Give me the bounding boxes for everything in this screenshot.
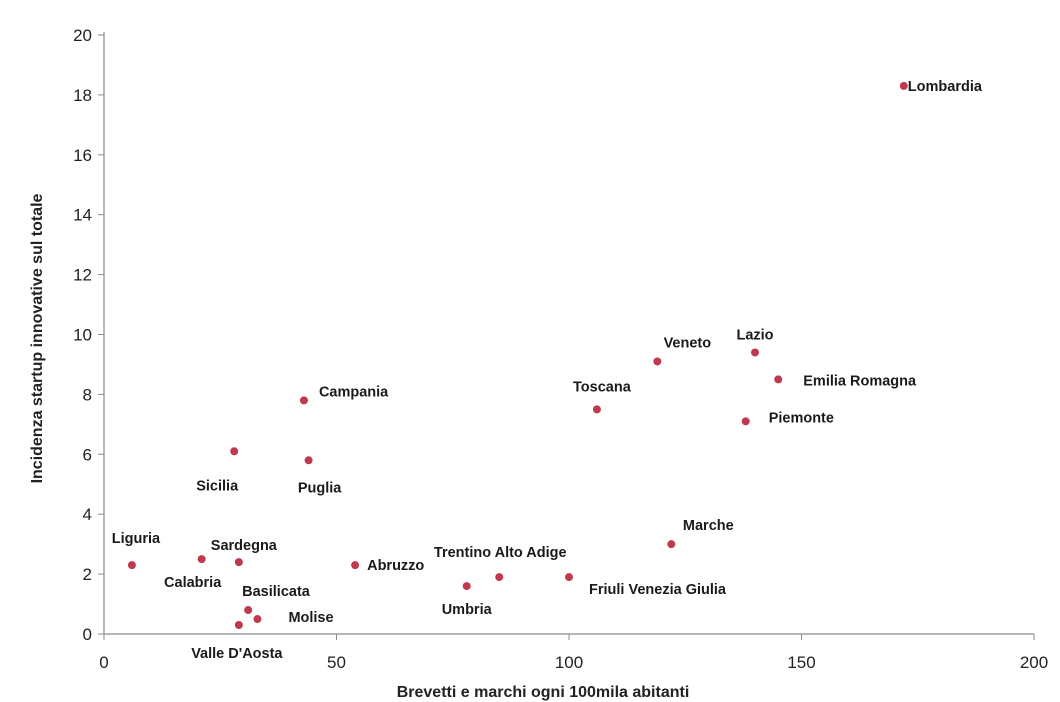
y-tick-label: 14 [73, 206, 92, 225]
point-label: Veneto [664, 335, 712, 351]
point-label: Liguria [112, 531, 161, 547]
point-label: Campania [319, 384, 389, 400]
point-label: Basilicata [242, 584, 311, 600]
point-label: Abruzzo [367, 558, 424, 574]
y-tick-label: 10 [73, 326, 92, 345]
data-point [234, 621, 243, 630]
y-tick-label: 2 [83, 565, 92, 584]
y-tick-label: 20 [73, 26, 92, 45]
point-label: Friuli Venezia Giulia [589, 582, 727, 598]
data-point [899, 81, 908, 90]
y-tick-label: 12 [73, 266, 92, 285]
point-label: Piemonte [769, 410, 834, 426]
y-tick-label: 0 [83, 625, 92, 644]
data-point [244, 606, 253, 615]
data-point [462, 582, 471, 591]
point-label: Sicilia [196, 478, 239, 494]
point-label: Umbria [442, 602, 493, 618]
data-point [774, 375, 783, 384]
x-axis-title: Brevetti e marchi ogni 100mila abitanti [397, 684, 690, 701]
data-point [234, 558, 243, 567]
point-label: Emilia Romagna [803, 373, 917, 389]
point-label: Sardegna [211, 538, 278, 554]
point-label: Toscana [573, 379, 632, 395]
data-point [495, 573, 504, 582]
y-tick-label: 18 [73, 86, 92, 105]
x-tick-label: 0 [99, 653, 108, 672]
y-axis-title: Incidenza startup innovative sul totale [29, 193, 46, 483]
point-label: Molise [288, 610, 333, 626]
data-point [230, 447, 239, 456]
x-tick-label: 50 [327, 653, 346, 672]
data-point [592, 405, 601, 414]
y-tick-label: 8 [83, 385, 92, 404]
point-label: Valle D'Aosta [191, 646, 283, 662]
data-point [127, 561, 136, 570]
x-tick-label: 150 [787, 653, 815, 672]
point-label: Lombardia [908, 79, 983, 95]
point-label: Marche [683, 518, 734, 534]
data-point [197, 555, 206, 564]
data-point [565, 573, 573, 582]
point-label: Lazio [736, 327, 773, 343]
data-point [253, 615, 262, 624]
point-label: Calabria [164, 575, 222, 591]
x-tick-label: 100 [555, 653, 583, 672]
data-point [741, 417, 750, 426]
point-label: Puglia [298, 480, 342, 496]
y-tick-label: 4 [83, 505, 92, 524]
y-tick-label: 16 [73, 146, 92, 165]
point-labels: Lombardia Lazio Veneto Emilia Romagna Toscan… [112, 79, 983, 662]
data-point [751, 348, 759, 357]
data-point [351, 561, 360, 570]
data-point [299, 396, 308, 405]
data-points [127, 81, 908, 630]
point-label: Trentino Alto Adige [434, 545, 567, 561]
data-point [667, 540, 676, 549]
data-point [653, 357, 662, 366]
x-tick-label: 200 [1020, 653, 1048, 672]
data-point [304, 456, 313, 465]
y-tick-label: 6 [83, 445, 92, 464]
